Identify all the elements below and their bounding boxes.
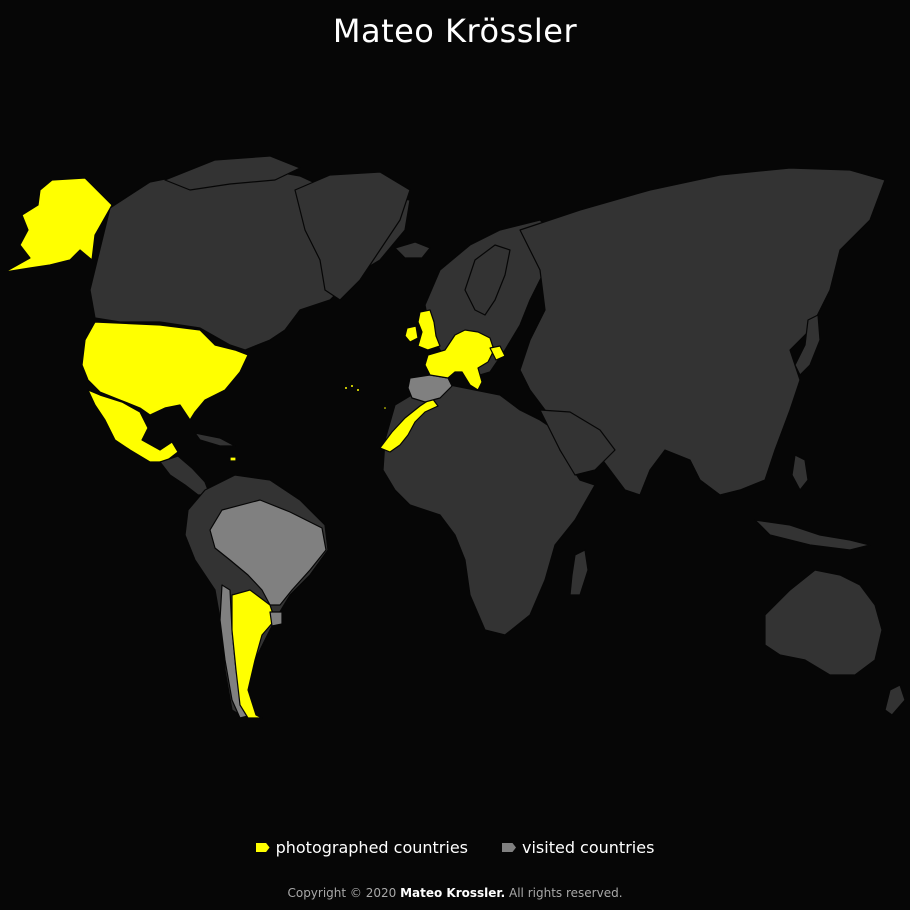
legend-label-visited: visited countries: [522, 838, 655, 857]
country-mexico[interactable]: [87, 389, 179, 463]
country-puerto-rico[interactable]: [229, 456, 237, 462]
country-brazil[interactable]: [209, 499, 327, 606]
page-title: Mateo Krössler: [332, 12, 578, 50]
country-united-kingdom[interactable]: [417, 309, 441, 351]
country-azores[interactable]: [355, 387, 361, 393]
copyright-footer: Copyright © 2020 Mateo Krossler. All rig…: [0, 886, 910, 900]
country-japan[interactable]: [794, 314, 821, 376]
country-australia[interactable]: [764, 569, 883, 676]
world-map[interactable]: [0, 150, 910, 740]
legend-swatch-visited: [502, 843, 516, 852]
country-arabia[interactable]: [539, 409, 616, 476]
country-africa[interactable]: [382, 384, 596, 636]
country-indonesia[interactable]: [754, 519, 871, 551]
country-philippines[interactable]: [791, 454, 809, 491]
legend-item-visited[interactable]: visited countries: [502, 838, 654, 857]
country-azores[interactable]: [349, 383, 355, 389]
legend: photographed countries visited countries: [0, 838, 910, 857]
copyright-prefix: Copyright © 2020: [287, 886, 401, 900]
country-united-states[interactable]: [81, 321, 249, 421]
copyright-name[interactable]: Mateo Krossler.: [400, 886, 506, 900]
country-uruguay[interactable]: [269, 611, 283, 627]
country-ireland[interactable]: [404, 325, 419, 343]
country-croatia[interactable]: [489, 345, 506, 361]
legend-label-photographed: photographed countries: [275, 838, 468, 857]
legend-swatch-photographed: [255, 843, 270, 852]
country-greenland[interactable]: [294, 171, 411, 301]
country-morocco[interactable]: [379, 397, 439, 453]
country-azores[interactable]: [343, 385, 349, 391]
country-scandinavia[interactable]: [464, 244, 511, 316]
country-argentina[interactable]: [231, 589, 276, 719]
country-central-america[interactable]: [159, 455, 211, 496]
legend-item-photographed[interactable]: photographed countries: [255, 838, 468, 857]
country-france-germany-italy[interactable]: [424, 329, 495, 391]
country-new-zealand[interactable]: [884, 684, 906, 716]
country-canary[interactable]: [383, 406, 388, 411]
country-alaska[interactable]: [4, 177, 113, 273]
country-arctic-islands[interactable]: [164, 155, 301, 191]
country-madagascar[interactable]: [569, 549, 589, 596]
country-russia-asia[interactable]: [519, 167, 886, 496]
country-cuba[interactable]: [194, 432, 236, 447]
copyright-suffix: All rights reserved.: [505, 886, 623, 900]
country-iceland[interactable]: [394, 241, 431, 259]
